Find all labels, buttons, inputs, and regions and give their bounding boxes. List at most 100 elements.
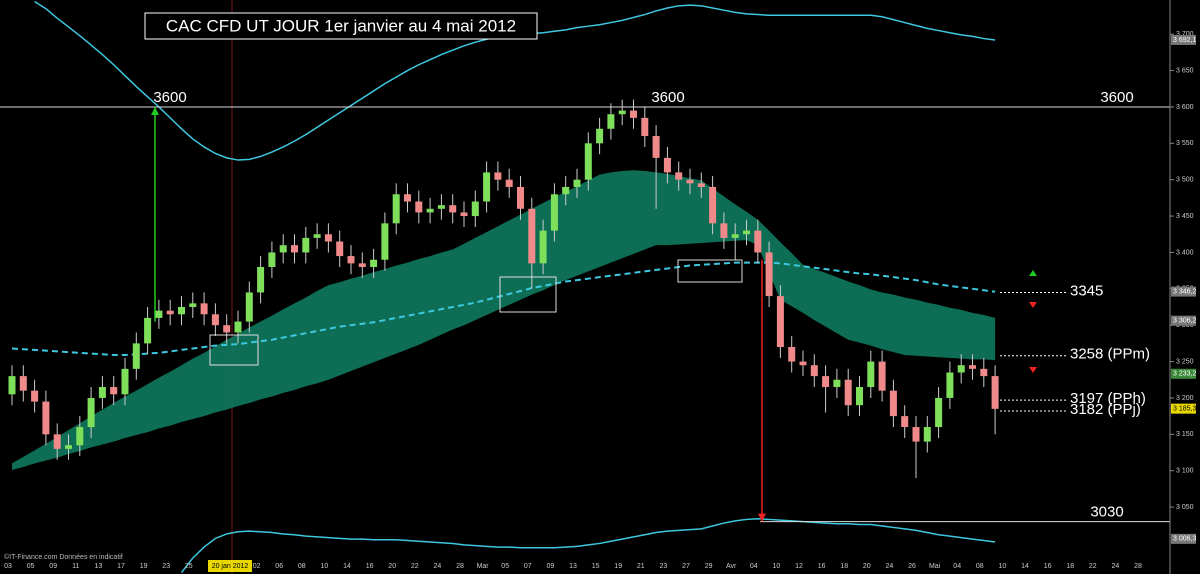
y-tick-label: 3 250 <box>1176 358 1194 365</box>
y-tick-label: 3 050 <box>1176 504 1194 511</box>
x-tick-label: 14 <box>343 563 351 570</box>
candle-body <box>889 390 897 417</box>
candle-body <box>833 379 841 388</box>
candle-body <box>132 343 140 369</box>
candle-body <box>788 347 796 362</box>
candle-body <box>302 237 310 253</box>
x-tick-label: 08 <box>976 563 984 570</box>
candle-body <box>641 117 649 137</box>
candle-body <box>709 186 717 224</box>
down-icon <box>1029 302 1037 308</box>
candle-body <box>618 110 626 115</box>
candle-body <box>573 179 581 187</box>
y-tick-label: 3 550 <box>1176 140 1194 147</box>
pivot-label: 3345 <box>1070 282 1103 299</box>
y-tick-label: 3 400 <box>1176 249 1194 256</box>
candle-body <box>189 303 197 308</box>
candle-body <box>19 376 27 391</box>
x-tick-label: 11 <box>72 563 79 570</box>
candle-body <box>720 223 728 238</box>
candle-body <box>268 252 276 267</box>
candle-body <box>856 387 863 406</box>
candle-body <box>291 245 298 253</box>
candle-body <box>550 194 558 231</box>
chart-title: CAC CFD UT JOUR 1er janvier au 4 mai 201… <box>166 16 516 35</box>
candle-body <box>471 201 479 217</box>
x-tick-label: 09 <box>547 563 555 570</box>
footer: ©IT-Finance.com Données en indicatif <box>4 553 123 561</box>
candle-body <box>675 172 683 180</box>
candle-body <box>8 376 16 395</box>
price-tag-label: 3 346,2 <box>1173 288 1196 295</box>
candle-body <box>901 416 909 428</box>
candle-body <box>652 136 660 158</box>
price-tag <box>1171 403 1196 414</box>
candle-body <box>731 234 739 238</box>
x-tick-label: 14 <box>1021 563 1029 570</box>
price-tag <box>1171 533 1196 544</box>
candle-body <box>957 365 965 373</box>
x-tick-label: 28 <box>456 563 464 570</box>
candle-body <box>844 379 852 406</box>
x-tick-label: 26 <box>908 563 916 570</box>
candle-body <box>912 427 920 442</box>
price-tag-label: 3 006,3 <box>1173 536 1196 543</box>
x-tick-label: 24 <box>886 563 894 570</box>
y-tick-label: 3 500 <box>1176 177 1194 184</box>
candle-body <box>381 223 389 260</box>
y-tick-label: 3 150 <box>1176 431 1194 438</box>
x-tick-label: 17 <box>117 563 125 570</box>
candle-body <box>358 263 366 267</box>
title-box <box>144 12 538 40</box>
candle-body <box>923 427 931 442</box>
candle-body <box>257 266 265 293</box>
x-tick-label: 24 <box>434 563 442 570</box>
x-tick-label: Mai <box>929 563 941 570</box>
candle-body <box>799 361 807 366</box>
candle-body <box>686 179 694 184</box>
x-tick-label: 18 <box>840 563 848 570</box>
candle-body <box>87 397 95 428</box>
price-tag-label: 3 233,2 <box>1173 371 1196 378</box>
candle-body <box>200 303 208 315</box>
x-tick-label: 09 <box>49 563 57 570</box>
candle-body <box>697 183 705 187</box>
candle-body <box>404 194 411 202</box>
candle-body <box>810 365 818 377</box>
candle-body <box>663 157 671 173</box>
candle-body <box>607 114 615 129</box>
candle-body <box>166 310 174 315</box>
level-label: 3600 <box>651 89 684 106</box>
candle-body <box>754 230 762 253</box>
candle-body <box>946 372 954 398</box>
candle-body <box>234 321 242 333</box>
y-tick-label: 3 450 <box>1176 213 1194 220</box>
candle-body <box>42 401 50 435</box>
y-tick-label: 3 650 <box>1176 67 1194 74</box>
candle-body <box>313 234 321 238</box>
x-tick-label: 18 <box>1066 563 1074 570</box>
candle-body <box>494 172 502 180</box>
x-tick-label: 12 <box>795 563 803 570</box>
price-tag <box>1171 315 1196 326</box>
candle-body <box>584 143 592 180</box>
down-icon <box>1029 367 1037 373</box>
x-tick-label: 25 <box>185 563 193 570</box>
candle-body <box>449 205 457 213</box>
price-tag <box>1171 368 1196 379</box>
candle-body <box>155 310 163 318</box>
arrow-head <box>758 513 766 522</box>
candle-body <box>121 368 129 395</box>
lower-band <box>180 517 996 574</box>
x-tick-label: 16 <box>366 563 374 570</box>
candle-body <box>324 234 332 242</box>
up-icon <box>1029 270 1037 276</box>
y-tick-label: 3 200 <box>1176 395 1194 402</box>
candle-body <box>630 110 637 118</box>
level-label: 3030 <box>1090 504 1123 521</box>
x-tick-label: 23 <box>162 563 170 570</box>
candle-body <box>245 292 253 322</box>
